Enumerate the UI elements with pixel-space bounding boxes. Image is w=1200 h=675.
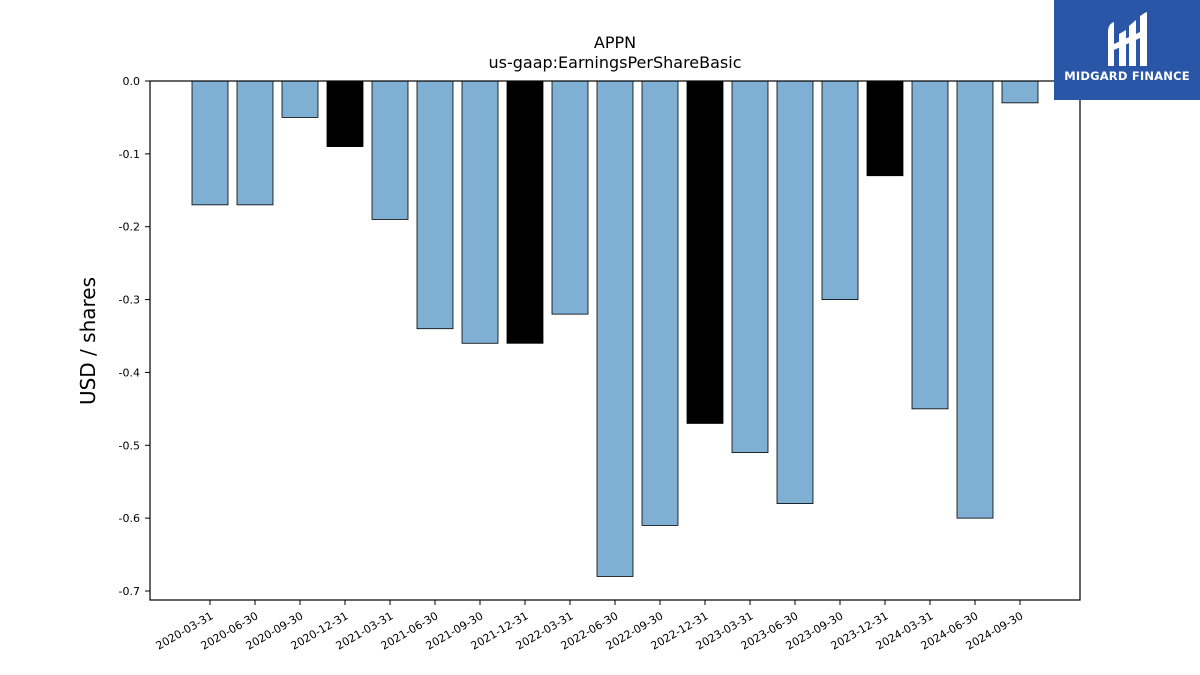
- bar-2022-06-30: [596, 80, 634, 577]
- y-tick-label: -0.5: [119, 439, 140, 452]
- bar-2020-03-31: [191, 80, 229, 206]
- bar-2021-03-31: [371, 80, 409, 220]
- y-axis-label: USD / shares: [76, 277, 100, 405]
- y-tick-label: -0.1: [119, 148, 140, 161]
- y-ticks-group: 0.0 -0.1 -0.2 -0.3 -0.4 -0.5 -0.6 -0.7: [119, 75, 150, 598]
- y-tick-label: -0.4: [119, 366, 140, 379]
- brand-logo: MIDGARD FINANCE: [1054, 0, 1200, 100]
- y-tick-label: -0.7: [119, 585, 140, 598]
- bar-2020-09-30: [281, 80, 319, 118]
- bar-2024-06-30: [956, 80, 994, 519]
- bar-2022-12-31: [686, 80, 724, 424]
- chart-subtitle: us-gaap:EarningsPerShareBasic: [488, 53, 741, 72]
- y-tick-label: -0.3: [119, 294, 140, 307]
- x-ticks-group: 2020-03-312020-06-302020-09-302020-12-31…: [154, 600, 1026, 653]
- bar-2024-09-30: [1001, 80, 1039, 104]
- midgard-logo-icon: [1108, 12, 1147, 66]
- plot-frame: [149, 80, 1081, 601]
- bar-2020-06-30: [236, 80, 274, 206]
- bar-2023-03-31: [731, 80, 769, 453]
- y-tick-label: 0.0: [123, 75, 141, 88]
- bar-2021-06-30: [416, 80, 454, 330]
- bar-2022-09-30: [641, 80, 679, 526]
- logo-wordmark: MIDGARD FINANCE: [1064, 69, 1190, 83]
- bar-2021-12-31: [506, 80, 544, 344]
- bar-2021-09-30: [461, 80, 499, 344]
- bar-2023-06-30: [776, 80, 814, 504]
- bar-2024-03-31: [911, 80, 949, 410]
- chart-title: APPN: [594, 33, 636, 52]
- bar-2020-12-31: [326, 80, 364, 147]
- bar-2023-09-30: [821, 80, 859, 300]
- bar-2022-03-31: [551, 80, 589, 315]
- bars-group: [191, 80, 1039, 577]
- y-tick-label: -0.2: [119, 221, 140, 234]
- bar-2023-12-31: [866, 80, 904, 177]
- y-tick-label: -0.6: [119, 512, 140, 525]
